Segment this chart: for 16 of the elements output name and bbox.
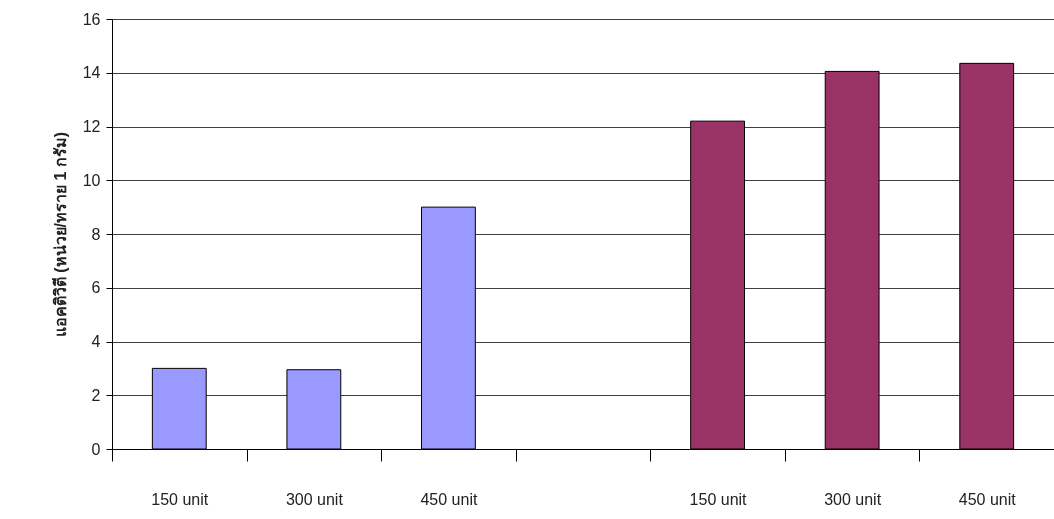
x-tick-label: 150 unit <box>151 490 209 508</box>
x-tick-label: 450 unit <box>958 490 1017 508</box>
x-tick-label: 150 unit <box>689 490 748 508</box>
y-tick-label: 4 <box>91 333 101 350</box>
y-tick-label: 12 <box>82 118 101 135</box>
y-tick-label: 0 <box>91 440 101 458</box>
y-axis-title: แอคติวิตี (หน่วย/ทราย 1 กรัม) <box>50 131 69 338</box>
y-tick-label: 16 <box>82 10 101 28</box>
y-tick-label: 6 <box>91 279 101 297</box>
y-tick-label: 10 <box>82 171 101 189</box>
y-tick-label: 8 <box>91 225 101 243</box>
x-tick-label: 300 unit <box>824 490 882 508</box>
x-tick-label: 450 unit <box>420 490 478 508</box>
x-tick-label: 300 unit <box>285 490 344 508</box>
y-tick-label: 14 <box>82 64 101 82</box>
y-tick-label: 2 <box>91 386 101 404</box>
